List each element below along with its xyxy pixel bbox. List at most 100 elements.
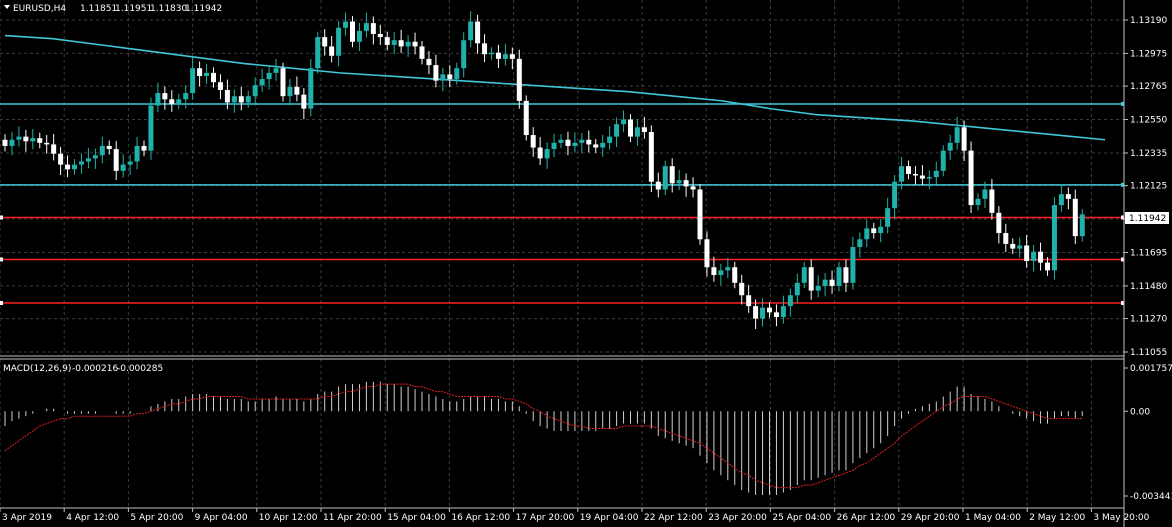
candle-bullish <box>718 270 724 276</box>
candle-bearish <box>1038 251 1044 263</box>
price-tick-label: 1.12335 <box>1130 149 1167 159</box>
level-handle[interactable] <box>1121 182 1124 187</box>
candle-bearish <box>919 175 925 179</box>
macd-axis: 0.001757 0.00 -0.003441 <box>1124 364 1172 502</box>
time-tick-label: 15 Apr 04:00 <box>387 513 446 523</box>
candle-bearish <box>523 100 529 136</box>
candle-bullish <box>85 158 91 162</box>
price-tick-label: 1.11695 <box>1130 248 1167 258</box>
time-tick-label: 4 Apr 12:00 <box>66 513 119 523</box>
candle-bullish <box>99 145 105 156</box>
candle-bearish <box>384 37 390 45</box>
level-handle[interactable] <box>1121 215 1124 220</box>
candle-bearish <box>516 58 522 101</box>
candle-bullish <box>120 164 126 171</box>
time-tick-label: 22 Apr 12:00 <box>644 513 703 523</box>
time-tick-label: 26 Apr 12:00 <box>837 513 896 523</box>
level-handle[interactable] <box>1121 101 1124 106</box>
candle-bullish <box>822 279 828 286</box>
candle-bearish <box>593 144 599 148</box>
candle-bullish <box>287 86 293 97</box>
candle-bullish <box>405 41 411 47</box>
candle-bullish <box>975 198 981 206</box>
candle-bullish <box>315 37 321 69</box>
candle-bearish <box>113 149 119 171</box>
time-axis: 3 Apr 2019 4 Apr 12:00 5 Apr 20:00 9 Apr 04… <box>0 508 1150 523</box>
candle-bullish <box>266 72 272 80</box>
candle-bearish <box>683 180 689 187</box>
candle-bearish <box>495 52 501 59</box>
candle-bearish <box>1072 198 1078 237</box>
candle-bearish <box>1065 194 1071 199</box>
level-handle[interactable] <box>0 215 3 220</box>
candle-bullish <box>794 282 800 296</box>
candle-bearish <box>475 21 481 44</box>
candle-bearish <box>648 131 654 182</box>
candle-bearish <box>197 68 203 76</box>
candle-bullish <box>176 99 182 104</box>
candle-bearish <box>447 74 453 80</box>
candle-bearish <box>767 307 772 313</box>
candle-bearish <box>23 136 29 142</box>
candle-bullish <box>676 180 682 184</box>
time-tick-label: 2 May 12:00 <box>1029 513 1085 523</box>
macd-signal-value: -0.000285 <box>117 364 163 374</box>
candle-bullish <box>343 21 349 28</box>
candle-bullish <box>1017 245 1023 249</box>
candle-bullish <box>940 150 946 171</box>
candle-bearish <box>294 86 300 95</box>
candle-bearish <box>753 306 759 319</box>
time-tick-label: 10 Apr 12:00 <box>259 513 318 523</box>
macd-main-value: -0.000216 <box>72 364 118 374</box>
time-tick-label: 3 May 20:00 <box>1093 513 1149 523</box>
candle-bearish <box>565 139 571 146</box>
candle-bullish <box>662 166 668 190</box>
candle-bullish <box>787 295 793 307</box>
candle-bearish <box>37 138 43 143</box>
level-handle[interactable] <box>1121 257 1124 262</box>
ohlc-high: 1.11951 <box>115 4 152 14</box>
candle-bullish <box>308 68 314 109</box>
dropdown-triangle-icon[interactable] <box>4 5 10 9</box>
price-tick-label: 1.11480 <box>1130 282 1167 292</box>
candle-bullish <box>127 161 133 165</box>
candle-bullish <box>614 124 620 137</box>
candle-bearish <box>433 65 439 81</box>
candle-bullish <box>1051 205 1057 271</box>
candle-bullish <box>815 285 821 291</box>
candle-bullish <box>885 208 891 227</box>
level-handle[interactable] <box>0 257 3 262</box>
candle-bullish <box>857 239 863 248</box>
level-handle[interactable] <box>1121 301 1124 306</box>
macd-histogram <box>4 381 1083 495</box>
candle-bullish <box>878 226 884 234</box>
candle-bullish <box>780 306 786 318</box>
candle-bearish <box>398 40 404 47</box>
candle-bullish <box>489 52 494 55</box>
candle-bearish <box>968 150 974 206</box>
price-tick-label: 1.12765 <box>1130 82 1167 92</box>
candle-bearish <box>412 41 418 47</box>
macd-tick-label: 0.00 <box>1130 407 1150 417</box>
candle-bearish <box>211 72 216 83</box>
price-tick-label: 1.12550 <box>1130 116 1167 126</box>
macd-tick-label: -0.003441 <box>1130 492 1172 502</box>
time-tick-label: 9 Apr 04:00 <box>195 513 248 523</box>
candle-bearish <box>419 46 425 59</box>
chart-header: EURUSD,H4 1.11851 1.11951 1.11830 1.1194… <box>4 4 222 14</box>
candle-bullish <box>621 119 627 125</box>
candle-bearish <box>996 212 1002 234</box>
candle-bullish <box>336 27 342 56</box>
price-tick-label: 1.11270 <box>1130 315 1167 325</box>
candle-bearish <box>537 147 543 159</box>
candle-bearish <box>739 282 745 296</box>
candle-bullish <box>155 93 161 106</box>
level-handle[interactable] <box>0 301 3 306</box>
candle-bullish <box>363 23 369 31</box>
candle-bearish <box>711 267 717 276</box>
time-tick-label: 5 Apr 20:00 <box>130 513 183 523</box>
candle-bearish <box>322 37 328 47</box>
candle-bearish <box>1003 233 1009 244</box>
candle-bullish <box>864 228 870 240</box>
